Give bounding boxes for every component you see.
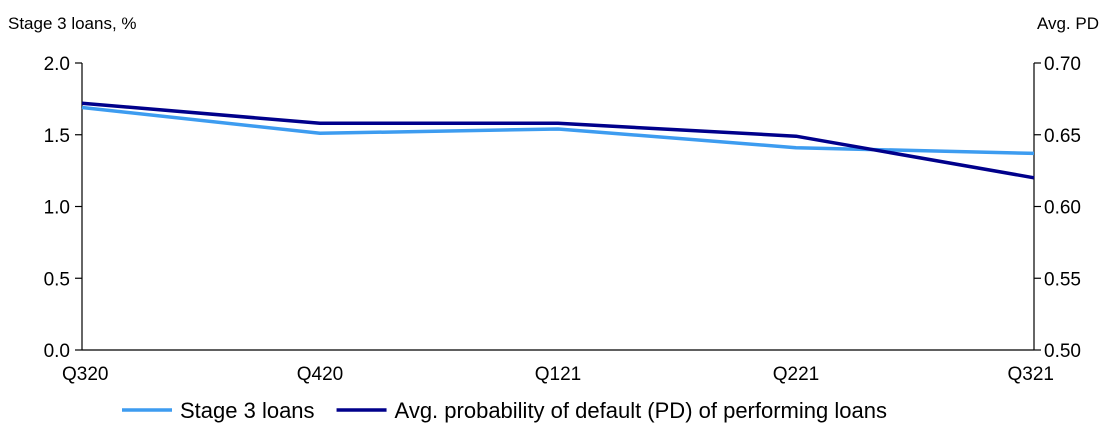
legend-label: Avg. probability of default (PD) of perf… — [395, 398, 887, 423]
right-tick-label: 0.65 — [1044, 126, 1081, 147]
left-axis-title: Stage 3 loans, % — [8, 14, 137, 33]
right-tick-label: 0.60 — [1044, 198, 1081, 219]
x-tick-label: Q121 — [535, 364, 581, 385]
x-tick-label: Q321 — [1008, 364, 1054, 385]
right-tick-label: 0.50 — [1044, 341, 1081, 362]
right-tick-label: 0.55 — [1044, 269, 1081, 290]
left-tick-label: 0.5 — [44, 269, 70, 290]
left-tick-label: 0.0 — [44, 341, 70, 362]
series-line-avg-pd — [81, 101, 1035, 180]
x-tick-label: Q420 — [297, 364, 343, 385]
x-tick-group: Q320 Q420 Q121 Q221 Q321 — [62, 364, 1054, 385]
right-tick-group: 0.50 0.55 0.60 0.65 0.70 — [1034, 54, 1081, 362]
right-axis-title: Avg. PD — [1037, 14, 1099, 33]
legend: Stage 3 loans Avg. probability of default… — [122, 398, 887, 423]
left-tick-label: 2.0 — [44, 54, 70, 75]
series-layer — [81, 101, 1035, 180]
x-tick-label: Q320 — [62, 364, 108, 385]
x-tick-label: Q221 — [773, 364, 819, 385]
left-tick-group: 0.0 0.5 1.0 1.5 2.0 — [44, 54, 82, 362]
legend-label: Stage 3 loans — [180, 398, 315, 423]
right-tick-label: 0.70 — [1044, 54, 1081, 75]
left-tick-label: 1.5 — [44, 126, 70, 147]
left-tick-label: 1.0 — [44, 198, 70, 219]
